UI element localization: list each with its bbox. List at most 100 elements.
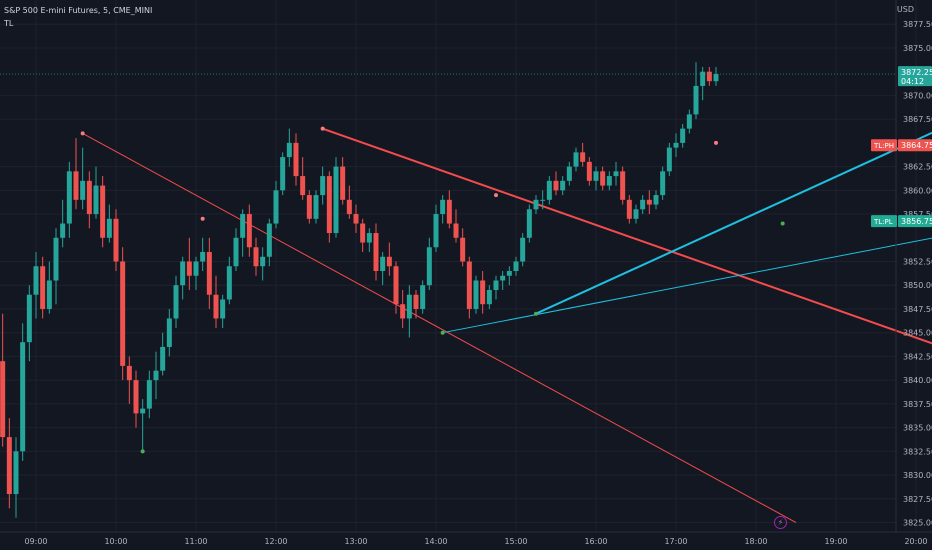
candle-down [706, 71, 712, 82]
candle-up [280, 157, 286, 191]
candle-up [140, 408, 146, 414]
candle-up [20, 342, 26, 452]
candle-down [646, 199, 652, 205]
candle-up [166, 318, 172, 347]
candle-up [226, 266, 232, 300]
candle-down [253, 247, 259, 267]
candle-up [46, 280, 52, 309]
candle-up [286, 142, 292, 158]
candle-up [486, 289, 492, 305]
candle-up [613, 171, 619, 177]
candle-up [80, 180, 86, 200]
candle-up [420, 285, 426, 309]
candle-up [366, 233, 372, 243]
candle-up [93, 185, 99, 215]
pivot-high-dot [80, 131, 85, 136]
trendlines [82, 127, 932, 523]
price-tick-label: 3860.00 [903, 186, 932, 195]
time-tick-label: 10:00 [104, 537, 127, 546]
price-tick-label: 3862.50 [903, 163, 932, 172]
pivot-points [80, 126, 785, 454]
price-tick-label: 3877.50 [903, 20, 932, 29]
tl-pl-tag [871, 215, 897, 228]
candle-up [680, 128, 686, 143]
tl-ph-tag [871, 139, 897, 152]
candle-down [400, 304, 406, 319]
candle-up [406, 294, 412, 319]
time-tick-label: 13:00 [344, 537, 367, 546]
trendline [82, 132, 797, 523]
candle-up [160, 346, 166, 371]
tl-pl-value-text: 3856.75 [901, 217, 932, 226]
candle-up [333, 166, 339, 234]
time-tick-label: 11:00 [184, 537, 207, 546]
candle-down [113, 218, 119, 262]
tl-pl-value-badge [898, 215, 932, 228]
candle-up [560, 180, 566, 191]
currency-label[interactable]: USD [896, 5, 914, 14]
candle-down [553, 180, 559, 191]
candle-down [306, 195, 312, 219]
price-tick-label: 3835.00 [903, 424, 932, 433]
grid [0, 0, 917, 532]
candle-up [500, 275, 506, 281]
candle-up [26, 294, 32, 343]
candle-up [433, 214, 439, 248]
candle-up [493, 280, 499, 290]
candle-down [453, 223, 459, 238]
candle-up [220, 299, 226, 319]
time-tick-label: 14:00 [424, 537, 447, 546]
candle-up [193, 261, 199, 276]
tl-ph-value-text: 3864.75 [901, 141, 932, 150]
candle-up [700, 71, 706, 86]
candle-up [566, 166, 572, 181]
candle-up [273, 190, 279, 224]
candle-down [120, 261, 126, 366]
candle-down [326, 176, 332, 234]
price-tick-label: 3850.00 [903, 281, 932, 290]
candle-up [666, 147, 672, 172]
candle-down [413, 294, 419, 309]
indicator-label[interactable]: TL [4, 19, 14, 28]
last-price-label: 3872.25 [901, 68, 932, 77]
candle-up [506, 271, 512, 276]
trendline [322, 127, 932, 345]
candle-down [246, 214, 252, 248]
tl-ph-tag-text: TL:PH [873, 142, 894, 150]
time-tick-label: 16:00 [584, 537, 607, 546]
price-tick-label: 3827.50 [903, 495, 932, 504]
candle-down [360, 223, 366, 243]
candle-down [100, 185, 106, 238]
candle-down [373, 233, 379, 271]
time-tick-label: 12:00 [264, 537, 287, 546]
candle-up [673, 142, 679, 148]
candle-down [340, 166, 346, 200]
candle-up [593, 171, 599, 181]
price-tick-label: 3852.50 [903, 258, 932, 267]
time-tick-label: 19:00 [824, 537, 847, 546]
candle-down [0, 361, 6, 438]
candle-down [86, 180, 92, 215]
lightning-icon[interactable]: ⚡ [774, 516, 787, 529]
candle-down [393, 266, 399, 305]
price-tick-label: 3867.50 [903, 115, 932, 124]
candle-down [386, 256, 392, 267]
candle-up [526, 209, 532, 238]
pivot-low-dot [440, 330, 445, 335]
legend[interactable]: S&P 500 E-mini Futures, 5, CME_MINI TL [4, 4, 152, 30]
price-tick-label: 3870.00 [903, 91, 932, 100]
price-tick-label: 3845.00 [903, 329, 932, 338]
candle-up [60, 223, 66, 238]
candle-down [293, 142, 299, 177]
candle-up [146, 380, 152, 409]
pivot-high-dot [200, 216, 205, 221]
price-tick-label: 3830.00 [903, 471, 932, 480]
candle-up [606, 176, 612, 186]
candle-up [260, 256, 266, 267]
symbol-title[interactable]: S&P 500 E-mini Futures, 5, CME_MINI [4, 6, 153, 15]
pivot-low-dot [780, 221, 785, 226]
